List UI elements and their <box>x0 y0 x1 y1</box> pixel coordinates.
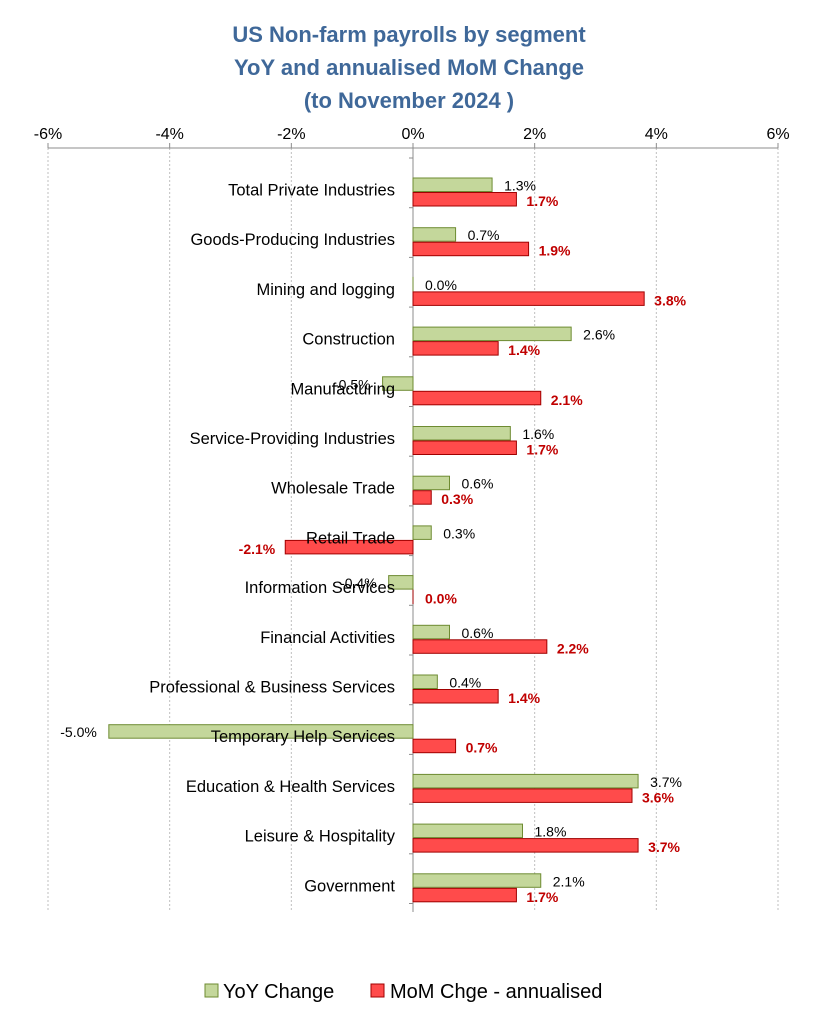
data-label-mom: 1.7% <box>526 193 558 209</box>
legend-label-mom: MoM Chge - annualised <box>390 981 602 1003</box>
bar-yoy <box>382 376 414 391</box>
category-label: Service-Providing Industries <box>190 430 395 448</box>
data-label-yoy: 0.7% <box>468 227 500 243</box>
bar-mom <box>412 341 499 356</box>
bar-yoy <box>412 525 432 540</box>
category-label: Construction <box>302 331 395 349</box>
bar-yoy <box>412 326 572 342</box>
bar-yoy <box>412 426 511 441</box>
bar-mom <box>412 440 517 455</box>
data-label-yoy: 0.6% <box>462 625 494 641</box>
bar-yoy <box>412 873 542 888</box>
data-label-yoy: 0.3% <box>443 525 475 541</box>
data-label-yoy: 1.6% <box>522 426 554 442</box>
chart-title-line-1: US Non-farm payrolls by segment <box>232 22 586 47</box>
category-label: Leisure & Hospitality <box>245 828 396 846</box>
data-label-mom: 1.7% <box>526 442 558 458</box>
x-tick-label: -6% <box>34 126 62 143</box>
x-axis: -6% -4% -2% 0% 2% 4% 6% <box>34 126 790 912</box>
chart-title-line-3: (to November 2024 ) <box>304 88 514 113</box>
bar-yoy <box>412 823 523 839</box>
data-labels: 1.3%1.7%0.7%1.9%0.0%3.8%2.6%1.4%-0.5%2.1… <box>60 178 686 905</box>
x-tick-label: 2% <box>523 126 546 143</box>
data-label-mom: 3.7% <box>648 839 680 855</box>
data-label-mom: 0.7% <box>466 740 498 756</box>
bar-mom <box>412 291 645 306</box>
category-label: Information Services <box>245 579 395 597</box>
data-label-yoy: 1.8% <box>535 824 567 840</box>
data-label-yoy: 0.0% <box>425 277 457 293</box>
category-label: Goods-Producing Industries <box>190 231 395 249</box>
x-tick-label: -2% <box>277 126 305 143</box>
category-label: Manufacturing <box>290 380 395 398</box>
data-label-mom: 0.3% <box>441 491 473 507</box>
bar-yoy <box>412 624 450 640</box>
bar-yoy <box>108 724 414 739</box>
bar-mom <box>412 788 633 803</box>
bar-mom <box>412 689 499 704</box>
data-label-yoy: 1.3% <box>504 178 536 194</box>
bar-mom <box>412 390 542 406</box>
bar-yoy <box>412 227 457 242</box>
data-label-mom: -2.1% <box>239 541 276 557</box>
bar-mom <box>412 887 517 903</box>
bar-mom <box>412 838 639 853</box>
category-label: Mining and logging <box>256 281 395 299</box>
data-label-mom: 0.0% <box>425 591 457 607</box>
chart-title-line-2: YoY and annualised MoM Change <box>234 55 584 80</box>
bar-yoy <box>412 177 493 192</box>
legend-label-yoy: YoY Change <box>223 981 334 1003</box>
data-label-yoy: -5.0% <box>60 724 97 740</box>
bar-mom <box>412 639 548 654</box>
data-label-yoy: -0.5% <box>334 376 371 392</box>
bar-yoy <box>412 773 639 789</box>
category-label: Temporary Help Services <box>211 728 395 746</box>
category-label: Total Private Industries <box>228 182 395 200</box>
bar-mom <box>412 192 517 207</box>
legend: YoY Change MoM Chge - annualised <box>204 981 602 1003</box>
data-label-mom: 2.1% <box>551 392 583 408</box>
bar-mom <box>412 241 530 257</box>
x-tick-label: 4% <box>645 126 668 143</box>
data-label-yoy: 3.7% <box>650 774 682 790</box>
data-label-yoy: 0.6% <box>462 476 494 492</box>
data-label-mom: 3.8% <box>654 292 686 308</box>
category-label: Education & Health Services <box>186 778 395 796</box>
bar-mom <box>412 490 432 505</box>
x-tick-label: -4% <box>155 126 183 143</box>
data-label-yoy: 2.1% <box>553 873 585 889</box>
category-label: Financial Activities <box>260 629 395 647</box>
category-label: Retail Trade <box>306 529 395 547</box>
data-label-mom: 1.9% <box>539 243 571 259</box>
x-tick-label: 6% <box>766 126 789 143</box>
x-tick-label: 0% <box>401 126 424 143</box>
data-label-mom: 1.4% <box>508 342 540 358</box>
bar-mom <box>412 738 457 754</box>
bar-yoy <box>388 575 414 590</box>
data-label-mom: 1.4% <box>508 690 540 706</box>
bars <box>108 177 645 903</box>
category-label: Professional & Business Services <box>149 679 395 697</box>
category-labels: Total Private Industries Goods-Producing … <box>149 182 396 896</box>
data-label-mom: 2.2% <box>557 640 589 656</box>
data-label-mom: 3.6% <box>642 789 674 805</box>
bar-yoy <box>412 674 438 689</box>
category-label: Wholesale Trade <box>271 480 395 498</box>
data-label-yoy: -0.4% <box>340 575 377 591</box>
legend-swatch-yoy <box>204 983 219 998</box>
legend-swatch-mom <box>370 983 385 998</box>
bar-yoy <box>412 475 450 491</box>
data-label-yoy: 0.4% <box>449 675 481 691</box>
bar-mom <box>284 539 414 555</box>
data-label-yoy: 2.6% <box>583 327 615 343</box>
data-label-mom: 1.7% <box>526 889 558 905</box>
category-label: Government <box>304 877 395 895</box>
chart-title: US Non-farm payrolls by segment YoY and … <box>232 22 586 113</box>
